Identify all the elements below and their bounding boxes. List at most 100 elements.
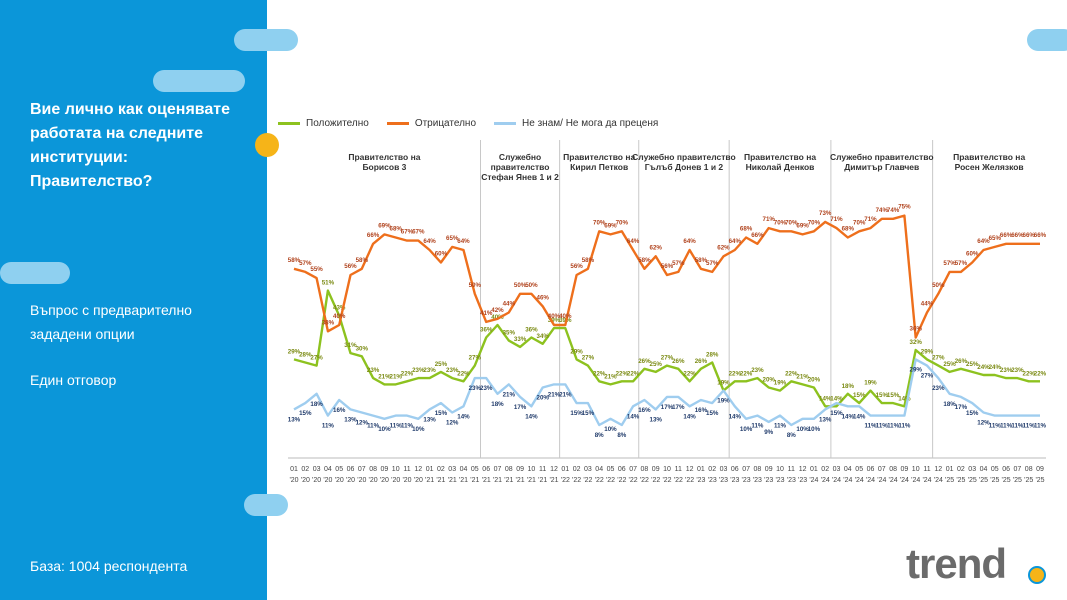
x-tick-month-2: 03 <box>313 466 321 473</box>
period-label-6-1: Росен Желязков <box>955 162 1024 172</box>
x-tick-month-54: 09 <box>901 466 909 473</box>
data-label-0-15: 22% <box>457 370 470 377</box>
data-label-2-55: 29% <box>910 366 923 373</box>
data-label-1-8: 69% <box>378 222 391 229</box>
decor-pill-left <box>0 262 70 284</box>
data-label-0-32: 25% <box>650 361 663 368</box>
data-label-1-30: 64% <box>627 238 640 245</box>
x-tick-year-56: '24 <box>922 477 931 484</box>
x-tick-year-53: '24 <box>889 477 898 484</box>
data-label-1-15: 64% <box>457 238 470 245</box>
data-label-1-29: 70% <box>616 219 629 226</box>
data-label-2-58: 18% <box>943 401 956 408</box>
x-tick-year-6: '20 <box>357 477 366 484</box>
x-tick-month-5: 06 <box>347 466 355 473</box>
data-label-2-27: 8% <box>595 432 604 439</box>
x-tick-year-27: '22 <box>595 477 604 484</box>
x-tick-month-38: 03 <box>720 466 728 473</box>
data-label-1-20: 50% <box>514 282 527 289</box>
data-label-2-37: 15% <box>706 410 719 417</box>
x-tick-month-52: 07 <box>878 466 886 473</box>
legend-negative: Отрицателно <box>386 118 476 129</box>
decor-pill-mid <box>153 70 245 92</box>
x-tick-year-19: '21 <box>504 477 513 484</box>
data-label-1-12: 64% <box>423 238 436 245</box>
x-tick-month-33: 10 <box>663 466 671 473</box>
x-tick-year-51: '24 <box>866 477 875 484</box>
x-tick-year-37: '23 <box>708 477 717 484</box>
data-label-1-54: 75% <box>898 204 911 211</box>
x-tick-year-21: '21 <box>527 477 536 484</box>
period-label-0-0: Правителство на <box>348 152 420 162</box>
period-label-2-0: Правителство на <box>563 152 635 162</box>
data-label-1-13: 60% <box>435 251 448 258</box>
x-tick-month-30: 07 <box>629 466 637 473</box>
x-tick-year-35: '22 <box>685 477 694 484</box>
x-tick-month-36: 01 <box>697 466 705 473</box>
x-tick-month-19: 08 <box>505 466 513 473</box>
x-tick-year-9: '20 <box>391 477 400 484</box>
data-label-1-58: 57% <box>943 260 956 267</box>
data-label-2-63: 11% <box>1000 423 1013 430</box>
data-label-1-45: 69% <box>796 222 809 229</box>
x-tick-month-43: 10 <box>776 466 784 473</box>
data-label-1-34: 57% <box>672 260 685 267</box>
x-tick-month-41: 08 <box>754 466 762 473</box>
data-label-1-51: 71% <box>864 216 877 223</box>
data-label-2-7: 11% <box>367 423 380 430</box>
data-label-1-62: 65% <box>989 235 1002 242</box>
x-tick-month-64: 07 <box>1014 466 1022 473</box>
x-tick-month-8: 09 <box>381 466 389 473</box>
question-type: Въпрос с предварително зададени опции <box>30 302 192 342</box>
x-tick-month-56: 11 <box>923 466 930 473</box>
data-label-2-61: 12% <box>977 420 990 427</box>
data-label-2-44: 8% <box>787 432 796 439</box>
data-label-1-39: 64% <box>729 238 742 245</box>
data-label-2-17: 23% <box>480 385 493 392</box>
data-label-1-6: 58% <box>356 257 369 264</box>
data-label-0-46: 20% <box>808 377 821 384</box>
data-label-2-23: 21% <box>548 391 561 398</box>
data-label-1-11: 67% <box>412 229 425 236</box>
data-label-0-21: 36% <box>525 327 538 334</box>
x-tick-year-22: '21 <box>538 477 547 484</box>
x-tick-year-17: '21 <box>482 477 491 484</box>
data-label-1-33: 56% <box>661 263 674 270</box>
data-label-0-11: 23% <box>412 367 425 374</box>
data-label-1-31: 58% <box>638 257 651 264</box>
x-tick-year-43: '23 <box>775 477 784 484</box>
x-tick-year-0: '20 <box>289 477 298 484</box>
x-tick-month-55: 10 <box>912 466 920 473</box>
period-label-5-0: Служебно правителство <box>830 152 934 162</box>
x-tick-month-53: 08 <box>889 466 897 473</box>
x-tick-month-50: 05 <box>855 466 863 473</box>
data-label-2-26: 15% <box>582 410 595 417</box>
data-label-1-52: 74% <box>876 207 889 214</box>
data-label-2-57: 23% <box>932 385 945 392</box>
data-label-0-33: 27% <box>661 355 674 362</box>
data-label-0-59: 26% <box>955 358 968 365</box>
x-tick-month-58: 01 <box>946 466 954 473</box>
data-label-2-11: 10% <box>412 426 425 433</box>
data-label-1-50: 70% <box>853 219 866 226</box>
data-label-2-64: 11% <box>1011 423 1024 430</box>
x-tick-month-29: 06 <box>618 466 626 473</box>
x-tick-month-40: 07 <box>742 466 750 473</box>
x-tick-year-42: '23 <box>764 477 773 484</box>
data-label-0-48: 14% <box>830 395 843 402</box>
x-tick-year-23: '21 <box>549 477 558 484</box>
x-tick-month-23: 12 <box>550 466 558 473</box>
data-label-0-20: 33% <box>514 336 527 343</box>
x-tick-year-52: '24 <box>877 477 886 484</box>
data-label-1-24: 40% <box>559 313 572 320</box>
data-label-0-10: 22% <box>401 370 414 377</box>
x-tick-month-39: 06 <box>731 466 739 473</box>
x-tick-month-16: 05 <box>471 466 479 473</box>
period-label-1-0: Служебно <box>499 152 541 162</box>
data-label-0-56: 29% <box>921 348 934 355</box>
data-label-2-0: 13% <box>288 416 301 423</box>
data-label-0-65: 22% <box>1023 370 1036 377</box>
data-label-0-51: 19% <box>864 380 877 387</box>
x-tick-month-63: 06 <box>1002 466 1010 473</box>
data-label-1-2: 55% <box>310 266 323 273</box>
